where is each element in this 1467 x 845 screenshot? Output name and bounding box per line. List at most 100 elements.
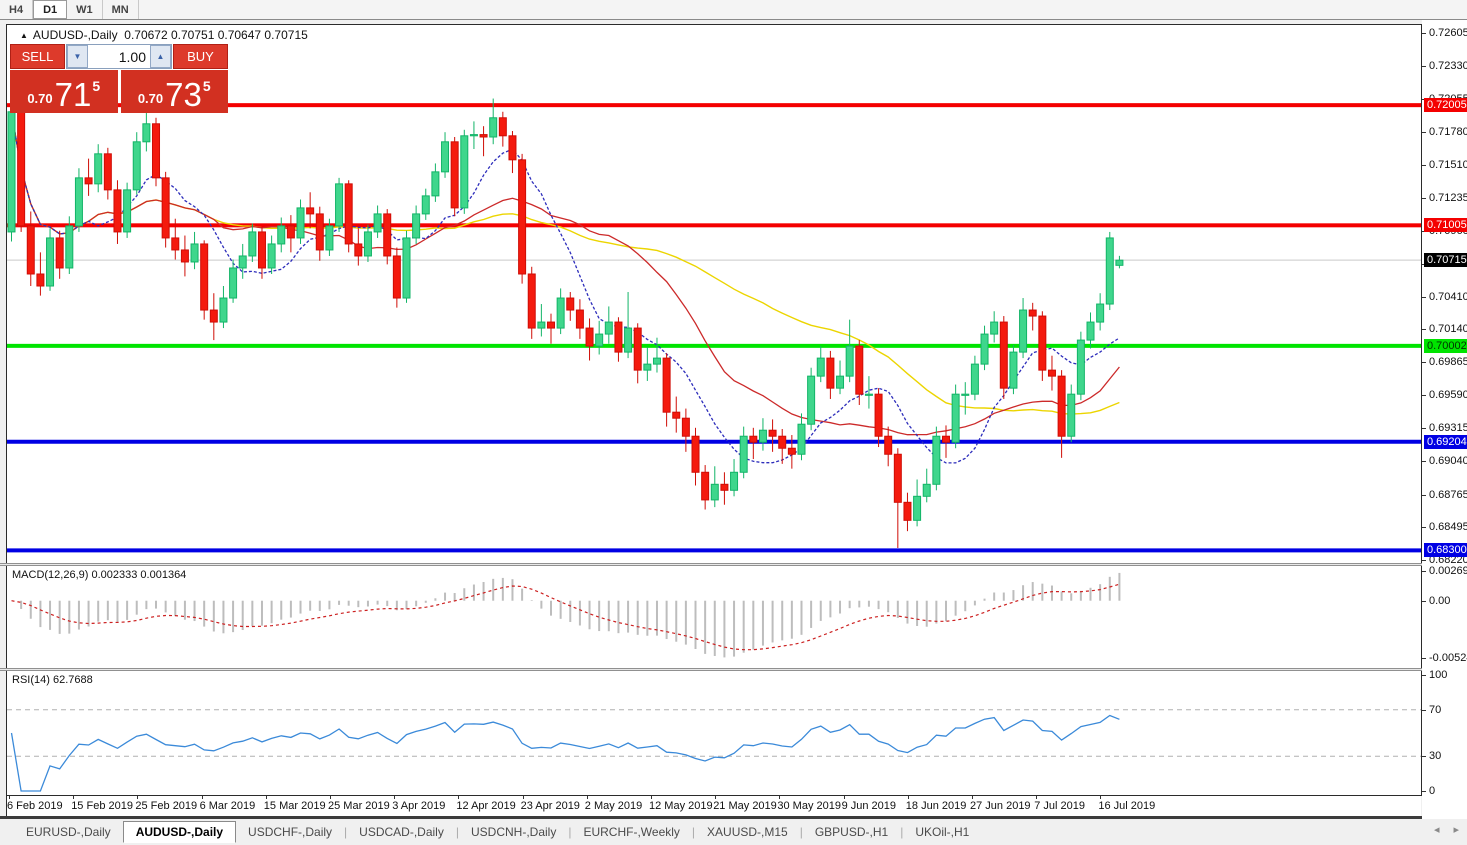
price-axis[interactable]: 0.726050.723300.720550.717800.715100.712…: [1422, 20, 1467, 819]
date-tick-label: 16 Jul 2019: [1098, 800, 1156, 812]
timeframe-toolbar: H4 D1 W1 MN: [0, 0, 1467, 19]
window-divider: [0, 19, 1467, 20]
chart-tab-usdchf[interactable]: USDCHF-,Daily: [248, 825, 333, 839]
price-chart-pane[interactable]: [7, 25, 1421, 563]
date-tick-label: 12 May 2019: [649, 800, 713, 812]
date-tick-label: 12 Apr 2019: [456, 800, 516, 812]
volume-decrease-button[interactable]: ▼: [67, 45, 88, 68]
triangle-down-icon: ▼: [73, 52, 82, 61]
axis-tick: [1422, 461, 1426, 463]
axis-tick: [1422, 329, 1426, 331]
date-tick-label: 2 May 2019: [584, 800, 643, 812]
timeframe-button-w1[interactable]: W1: [67, 0, 103, 19]
chart-tab-audusd[interactable]: AUDUSD-,Daily: [122, 821, 237, 843]
rsi-pane[interactable]: [7, 671, 1421, 795]
time-axis[interactable]: 6 Feb 2019 15 Feb 2019 25 Feb 2019 6 Mar 20…: [7, 796, 1421, 816]
date-tick: [458, 796, 460, 799]
current-price-label: 0.70715: [1424, 253, 1467, 268]
price-tick-label: 0.71235: [1429, 191, 1467, 204]
axis-tick: [1422, 756, 1426, 758]
date-tick: [715, 796, 717, 799]
hline-price-label: 0.68300: [1424, 543, 1467, 558]
date-tick-label: 3 Apr 2019: [392, 800, 446, 812]
pane-separator[interactable]: [0, 563, 1467, 566]
date-tick-label: 27 Jun 2019: [970, 800, 1031, 812]
rsi-tick-label: 70: [1429, 703, 1442, 716]
axis-tick: [1422, 132, 1426, 134]
date-tick: [972, 796, 973, 799]
axis-tick: [1422, 296, 1426, 298]
sell-price-big: 71: [54, 76, 92, 113]
tab-divider: |: [344, 825, 348, 839]
rsi-tick-label: 100: [1429, 669, 1448, 681]
date-tick: [265, 796, 267, 799]
chart-tab-eurchf[interactable]: EURCHF-,Weekly: [583, 825, 680, 839]
date-tick: [73, 796, 75, 799]
date-tick-label: 30 May 2019: [777, 800, 841, 812]
rsi-value: 62.7688: [52, 674, 93, 686]
rsi-name: RSI(14): [12, 674, 50, 686]
tab-divider: |: [568, 825, 572, 839]
chart-tab-usdcnh[interactable]: USDCNH-,Daily: [470, 825, 557, 839]
price-tick-label: 0.70410: [1429, 290, 1467, 303]
axis-tick: [1422, 428, 1426, 430]
buy-price-pip: 5: [202, 78, 211, 94]
chart-tab-bar: EURUSD-,Daily AUDUSD-,Daily USDCHF-,Daily |…: [0, 819, 1467, 845]
window-bottom-border: [0, 816, 1467, 819]
axis-tick: [1422, 197, 1426, 199]
date-tick: [843, 796, 845, 799]
chart-tab-xauusd[interactable]: XAUUSD-,M15: [707, 825, 788, 839]
chart-tab-gbpusd[interactable]: GBPUSD-,H1: [814, 825, 889, 839]
tab-divider: |: [691, 825, 696, 839]
macd-tick-label: 0.002694: [1429, 565, 1467, 578]
sell-price-pip: 5: [92, 78, 101, 94]
macd-name: MACD(12,26,9): [12, 569, 89, 581]
date-tick: [522, 796, 524, 799]
date-tick: [137, 796, 139, 799]
axis-tick: [1422, 362, 1426, 364]
date-tick-label: 18 Jun 2019: [905, 800, 967, 812]
chart-tab-ukoil[interactable]: UKOil-,H1: [915, 825, 970, 839]
sell-button[interactable]: SELL: [10, 44, 65, 69]
macd-pane[interactable]: [7, 566, 1421, 668]
tab-scroll-left-icon[interactable]: ◂: [1433, 824, 1440, 836]
chart-border-top: [6, 24, 1467, 25]
rsi-tick-label: 0: [1429, 785, 1436, 797]
axis-tick: [1422, 33, 1426, 35]
buy-price-big: 73: [165, 76, 202, 113]
chart-tab-eurusd[interactable]: EURUSD-,Daily: [26, 825, 111, 839]
price-tick-label: 0.71780: [1429, 126, 1467, 139]
tab-divider: |: [900, 825, 904, 839]
volume-input[interactable]: [88, 45, 150, 68]
tab-scroll-right-icon[interactable]: ▸: [1453, 824, 1459, 836]
chart-tab-usdcad[interactable]: USDCAD-,Daily: [359, 825, 444, 839]
volume-control: ▼ ▲: [66, 44, 172, 69]
price-tick-label: 0.69315: [1429, 422, 1467, 435]
axis-tick: [1422, 571, 1426, 573]
price-tick-label: 0.70140: [1429, 323, 1467, 336]
date-tick-label: 15 Mar 2019: [263, 800, 326, 812]
date-tick-label: 25 Feb 2019: [135, 800, 198, 812]
price-tick-label: 0.68495: [1429, 520, 1467, 533]
chart-border-left: [6, 24, 7, 816]
hline-price-label: 0.70002: [1424, 338, 1467, 353]
date-tick: [651, 796, 652, 799]
volume-increase-button[interactable]: ▲: [150, 45, 171, 68]
timeframe-button-h4[interactable]: H4: [0, 0, 34, 19]
axis-tick: [1422, 66, 1426, 68]
date-tick: [1036, 796, 1038, 799]
date-tick-label: 21 May 2019: [713, 800, 777, 812]
timeframe-button-mn[interactable]: MN: [103, 0, 139, 19]
buy-price-box[interactable]: 0.70 73 5: [120, 70, 228, 113]
price-tick-label: 0.72330: [1429, 60, 1467, 73]
pane-separator[interactable]: [0, 668, 1467, 671]
timeframe-button-d1[interactable]: D1: [33, 0, 68, 19]
price-tick-label: 0.69865: [1429, 356, 1467, 369]
date-tick: [586, 796, 588, 799]
date-tick: [330, 796, 331, 799]
macd-values: 0.002333 0.001364: [91, 569, 187, 581]
sell-price-box[interactable]: 0.70 71 5: [10, 70, 118, 113]
date-tick: [907, 796, 909, 799]
triangle-up-icon: ▲: [156, 52, 165, 61]
buy-button[interactable]: BUY: [173, 44, 228, 69]
